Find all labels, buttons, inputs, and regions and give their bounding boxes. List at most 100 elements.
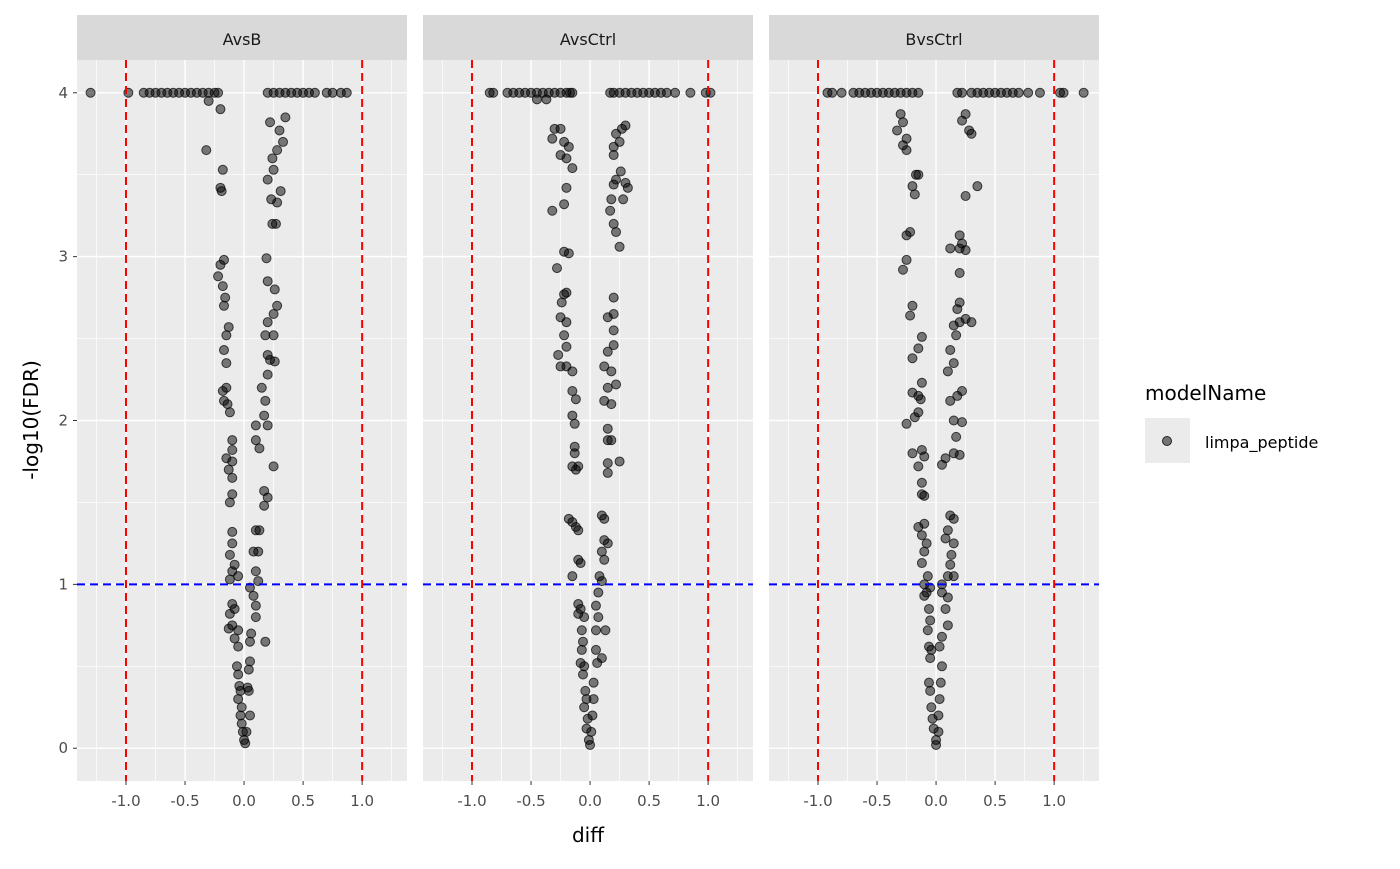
data-point [261, 253, 272, 264]
data-point [216, 186, 227, 197]
data-point [488, 87, 499, 98]
data-point [602, 423, 613, 434]
data-point [233, 694, 244, 705]
data-point [934, 641, 945, 652]
facet-strip-label: AvsCtrl [560, 30, 616, 49]
data-point [590, 600, 601, 611]
data-point [933, 710, 944, 721]
data-point [268, 308, 279, 319]
data-point [590, 625, 601, 636]
data-point [910, 169, 921, 180]
data-point [945, 345, 956, 356]
data-point [567, 386, 578, 397]
data-point [972, 181, 983, 192]
data-point [272, 145, 283, 156]
data-point [250, 612, 261, 623]
legend-title: modelName [1145, 381, 1266, 405]
data-point [960, 245, 971, 256]
data-point [952, 304, 963, 315]
data-point [579, 661, 590, 672]
data-point [596, 546, 607, 557]
x-axis-title: diff [572, 823, 605, 847]
x-tick-label: 0.0 [924, 792, 948, 810]
data-point [269, 356, 280, 367]
data-point [260, 395, 271, 406]
data-point [563, 248, 574, 259]
data-point [567, 410, 578, 421]
data-point [916, 377, 927, 388]
data-point [954, 230, 965, 241]
data-point [233, 625, 244, 636]
data-point [608, 179, 619, 190]
data-point [907, 353, 918, 364]
data-point [588, 677, 599, 688]
data-point [547, 133, 558, 144]
data-point [241, 726, 252, 737]
legend-label: limpa_peptide [1205, 433, 1318, 453]
x-tick-label: -1.0 [803, 792, 832, 810]
data-point [827, 87, 838, 98]
x-tick-label: -0.5 [170, 792, 199, 810]
data-point [275, 186, 286, 197]
data-point [213, 87, 224, 98]
data-point [268, 164, 279, 175]
data-point [915, 394, 926, 405]
data-point [223, 322, 234, 333]
data-point [614, 456, 625, 467]
data-point [244, 582, 255, 593]
data-point [563, 141, 574, 152]
data-point [942, 525, 953, 536]
data-point [916, 530, 927, 541]
data-point [256, 382, 267, 393]
data-point [919, 490, 930, 501]
data-point [559, 289, 570, 300]
data-point [269, 284, 280, 295]
data-point [913, 87, 924, 98]
data-point [588, 694, 599, 705]
x-tick-label: -0.5 [862, 792, 891, 810]
data-point [561, 341, 572, 352]
data-point [898, 117, 909, 128]
data-point [592, 658, 603, 669]
data-point [602, 538, 613, 549]
data-point [946, 549, 957, 560]
data-point [561, 182, 572, 193]
x-tick-label: 0.5 [637, 792, 661, 810]
data-point [952, 390, 963, 401]
data-point [605, 205, 616, 216]
data-point [661, 87, 672, 98]
data-point [268, 461, 279, 472]
data-point [602, 382, 613, 393]
data-point [934, 694, 945, 705]
data-point [905, 227, 916, 238]
data-point [262, 276, 273, 287]
data-point [573, 461, 584, 472]
x-tick-label: -1.0 [457, 792, 486, 810]
data-point [223, 464, 234, 475]
data-point [919, 546, 930, 557]
data-point [559, 199, 570, 210]
data-point [602, 312, 613, 323]
data-point [243, 664, 254, 675]
data-point [909, 412, 920, 423]
data-point [960, 191, 971, 202]
data-point [608, 325, 619, 336]
data-point [922, 571, 933, 582]
data-point [253, 576, 264, 587]
data-point [272, 300, 283, 311]
data-point [925, 615, 936, 626]
x-tick-label: 0.0 [578, 792, 602, 810]
data-point [606, 399, 617, 410]
data-point [278, 136, 289, 147]
data-point [570, 394, 581, 405]
x-tick-label: 0.5 [291, 792, 315, 810]
facet-panel-AvsCtrl: AvsCtrl -1.0 -0.5 0.0 0.5 1.0 [423, 15, 753, 810]
data-point [936, 459, 947, 470]
data-point [901, 418, 912, 429]
data-point [250, 420, 261, 431]
data-point [223, 623, 234, 634]
data-point [942, 366, 953, 377]
data-point [579, 612, 590, 623]
data-point [243, 685, 254, 696]
y-tick-label: 1 [58, 575, 68, 593]
